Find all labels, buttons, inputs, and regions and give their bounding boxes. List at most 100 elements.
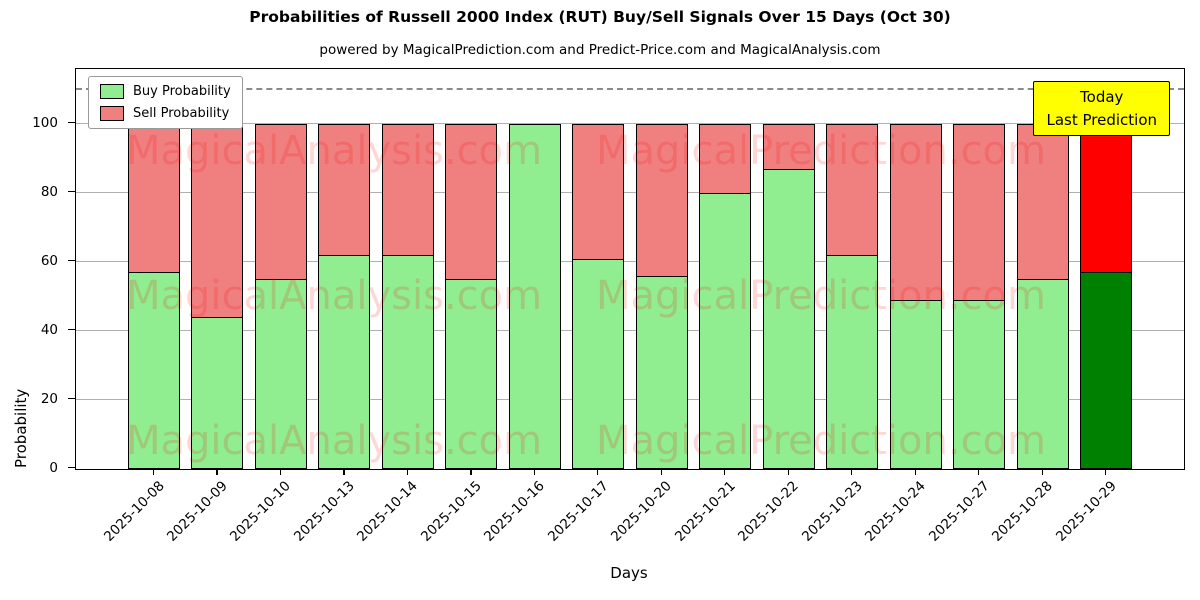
tick-mark [597,469,599,475]
today-annotation: Today Last Prediction [1033,81,1170,136]
tick-mark [68,259,75,262]
bar-2025-10-13 [318,124,371,469]
dashed-threshold-line [76,87,1184,90]
x-tick-label: 2025-10-13 [290,478,358,545]
x-tick-label: 2025-10-27 [925,478,993,545]
sell-segment [699,124,752,194]
y-tick-label: 60 [40,253,58,270]
buy-segment [1080,272,1132,469]
x-tick-label: 2025-10-24 [862,478,929,545]
bar-2025-10-09 [191,124,244,469]
x-tick-label: 2025-10-21 [671,478,739,545]
y-tick-label: 20 [40,391,58,408]
x-tick-label: 2025-10-23 [798,478,866,545]
legend-label-buy: Buy Probability [133,84,231,99]
tick-mark [279,469,282,475]
buy-segment [508,124,561,469]
buy-segment [1016,279,1069,469]
buy-segment [635,275,688,469]
gridline [76,261,1184,263]
buy-segment [572,258,625,469]
tick-mark [787,469,789,475]
sell-swatch [100,106,124,121]
gridline [76,192,1184,194]
buy-segment [953,300,1006,469]
sell-segment [826,124,879,256]
sell-segment [191,124,244,318]
legend: Buy Probability Sell Probability [88,76,243,129]
bar-2025-10-17 [572,124,625,469]
tick-mark [533,469,535,475]
buy-segment [762,169,815,469]
tick-mark [153,469,155,475]
tick-mark [660,469,662,475]
bar-2025-10-08 [128,124,180,469]
tick-mark [406,469,409,475]
x-tick-label: 2025-10-09 [163,478,231,545]
bar-2025-10-27 [953,124,1006,469]
x-tick-label: 2025-10-28 [989,478,1056,545]
sell-segment [128,124,180,273]
buy-swatch [100,84,124,99]
tick-mark [216,469,218,475]
bar-2025-10-20 [635,124,688,469]
tick-mark [343,469,345,475]
tick-mark [1105,469,1107,475]
x-tick-label: 2025-10-08 [100,478,168,545]
buy-segment [445,279,498,469]
x-tick-label: 2025-10-16 [481,478,549,545]
bar-2025-10-14 [381,124,434,469]
chart-title: Probabilities of Russell 2000 Index (RUT… [249,8,951,26]
bar-2025-10-21 [699,124,752,469]
tick-mark [68,466,75,468]
bar-2025-10-23 [826,124,879,469]
gridline [76,399,1184,401]
x-tick-label: 2025-10-14 [354,478,422,545]
tick-mark [851,469,853,475]
tick-mark [68,397,75,400]
x-axis-ticks: 2025-10-08 2025-10-09 2025-10-10 2025-10-13… [75,469,1183,589]
bar-2025-10-10 [254,124,307,469]
gridline [76,330,1184,332]
sell-segment [889,124,942,301]
buy-segment [889,300,942,469]
gridline [76,123,1184,125]
tick-mark [914,469,916,475]
bar-2025-10-29 [1080,124,1132,469]
y-tick-label: 0 [49,460,58,476]
tick-mark [68,122,75,124]
sell-segment [953,124,1006,301]
buy-segment [191,317,244,469]
x-tick-label: 2025-10-22 [735,478,802,545]
y-tick-label: 100 [32,115,58,132]
sell-segment [445,124,498,280]
buy-segment [826,255,879,469]
buy-segment [254,279,307,469]
legend-item-sell: Sell Probability [100,106,231,121]
buy-segment [381,255,434,469]
tick-mark [68,328,75,331]
bars-layer [76,69,1184,469]
today-annotation-line1: Today [1080,88,1124,106]
sell-segment [1080,124,1132,273]
x-tick-label: 2025-10-10 [227,478,295,545]
x-tick-label: 2025-10-15 [417,478,485,545]
y-tick-label: 40 [40,322,58,339]
bar-2025-10-16 [508,124,561,469]
tick-mark [68,190,75,193]
tick-mark [1041,469,1043,475]
sell-segment [572,124,625,259]
sell-segment [318,124,371,256]
bar-2025-10-24 [889,124,942,469]
tick-mark [470,469,472,475]
today-annotation-line2: Last Prediction [1046,110,1157,129]
legend-label-sell: Sell Probability [133,106,230,121]
x-tick-label: 2025-10-20 [608,478,676,545]
x-tick-label: 2025-10-17 [544,478,612,545]
chart-subtitle: powered by MagicalPrediction.com and Pre… [319,42,881,58]
buy-segment [699,193,752,469]
y-tick-label: 80 [40,184,58,201]
sell-segment [762,124,815,169]
sell-segment [381,124,434,256]
